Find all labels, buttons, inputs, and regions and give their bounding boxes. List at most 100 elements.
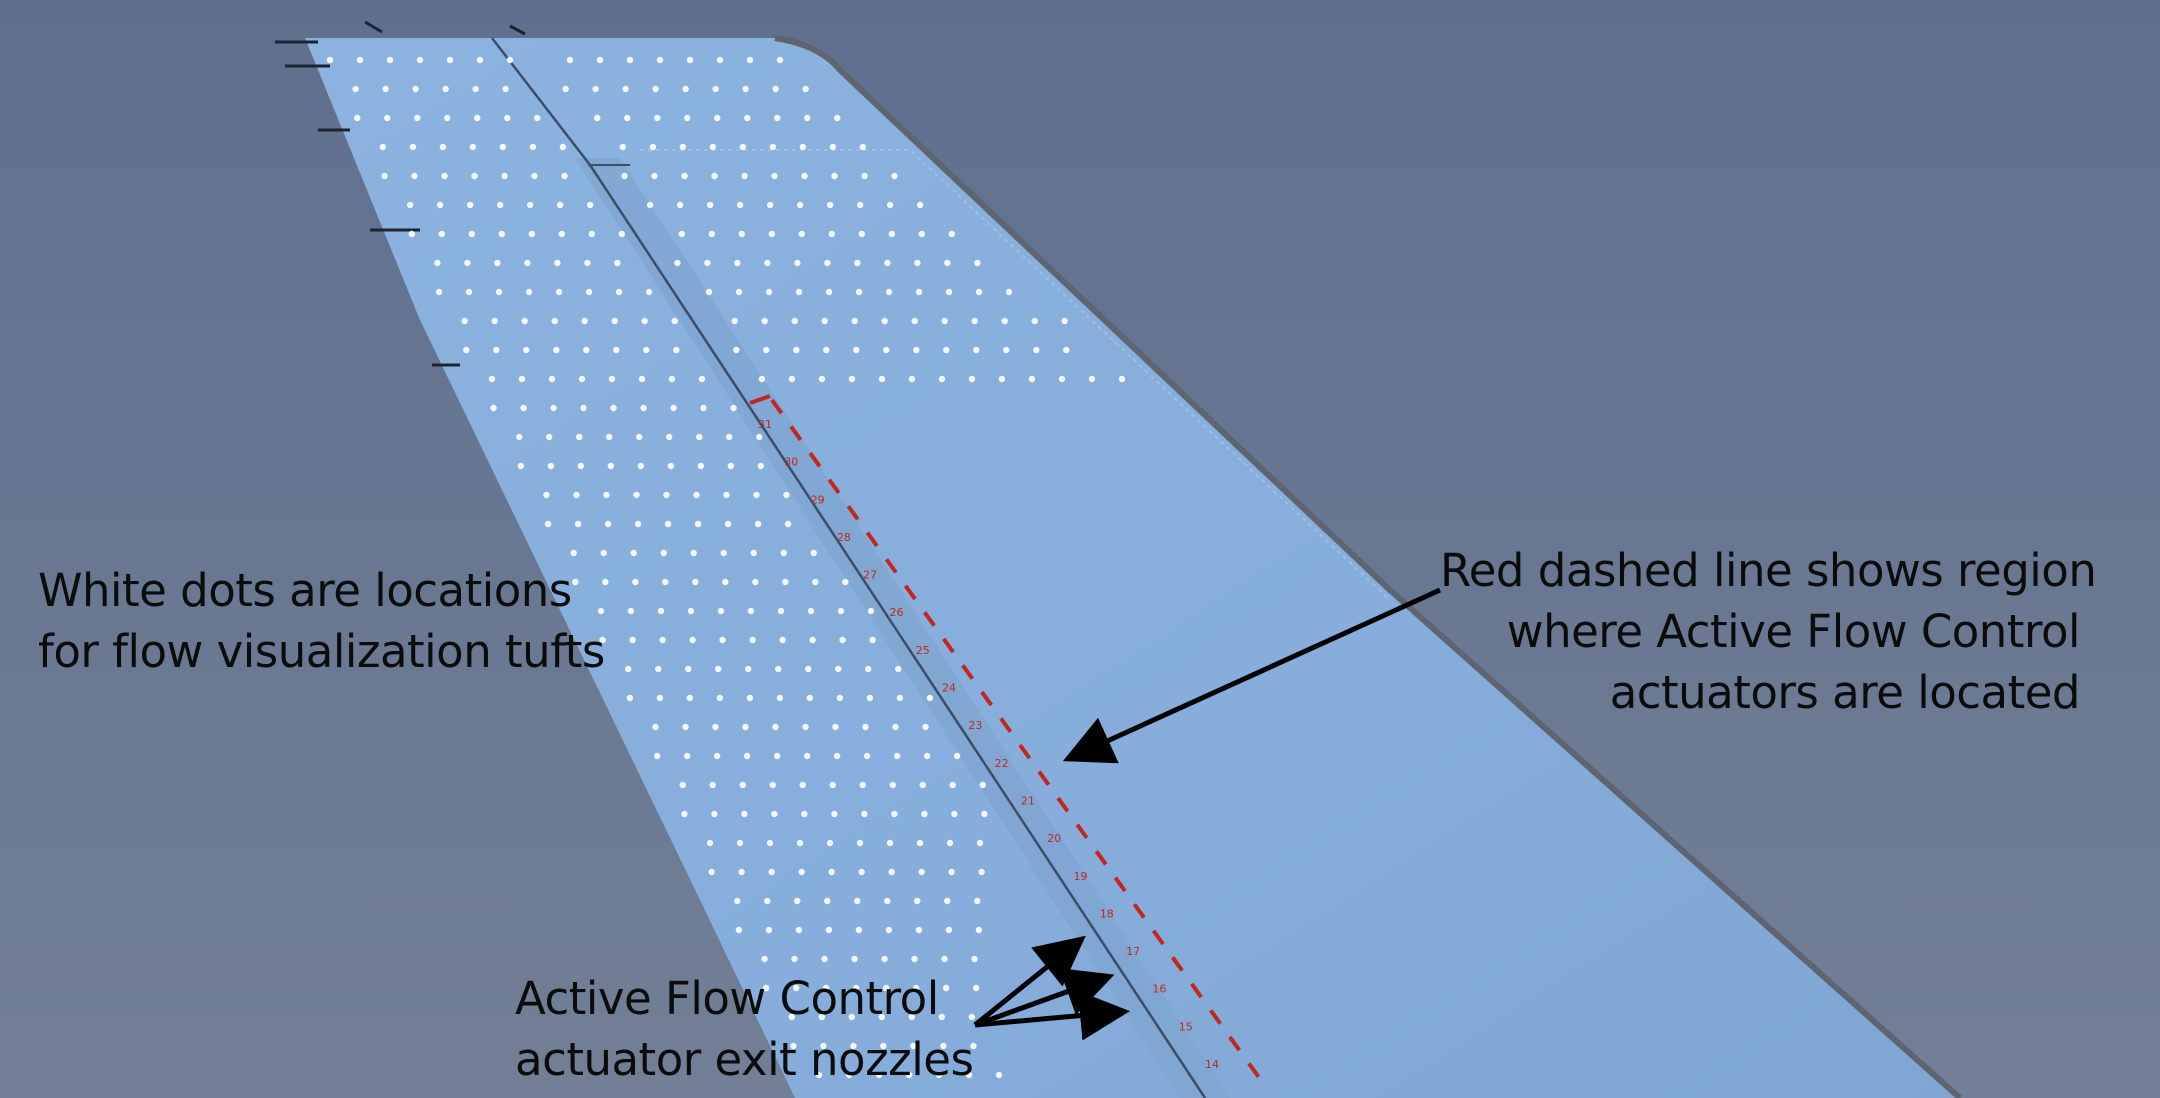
tuft-dot [832, 723, 839, 731]
tuft-dot [678, 230, 685, 238]
tuft-dot [607, 462, 615, 470]
tuft-dot [795, 926, 803, 934]
tuft-dot [1118, 375, 1126, 383]
tuft-dot [656, 694, 664, 702]
tuft-dot [713, 752, 721, 760]
tuft-dot [922, 723, 929, 731]
station-number: 30 [784, 456, 798, 469]
tuft-dot [915, 288, 923, 296]
tuft-dot [610, 404, 617, 412]
tuft-dot [698, 375, 706, 383]
tuft-dot [875, 1071, 883, 1079]
actuator-dash [770, 398, 784, 415]
tuft-dot [558, 230, 565, 238]
nozzles-caption: Active Flow Control actuator exit nozzle… [515, 968, 974, 1090]
tuft-dot [776, 56, 784, 64]
tuft-dot [942, 984, 950, 992]
tuft-dot [526, 201, 534, 209]
tuft-dot [825, 926, 833, 934]
tuft-dot [771, 810, 778, 818]
caption-line: for flow visualization tufts [38, 625, 605, 678]
tuft-dot [657, 607, 665, 615]
tuft-dot [693, 491, 700, 499]
tuft-dot [769, 781, 776, 789]
tuft-dot [799, 143, 807, 151]
actuator-dash [1151, 929, 1165, 946]
tuft-dot [880, 1042, 887, 1050]
tuft-dot [637, 462, 645, 470]
tuft-dot [881, 317, 888, 325]
tuft-dot [719, 636, 726, 644]
tuft-dot [998, 375, 1006, 383]
tuft-dot [493, 346, 500, 354]
actuator-dash [942, 637, 955, 654]
station-number: 15 [1179, 1020, 1193, 1033]
tuft-dot [412, 85, 419, 93]
tuft-dot [663, 491, 670, 499]
station-number: 17 [1126, 945, 1140, 958]
tuft-dot [465, 288, 473, 296]
tuft-dot [442, 85, 449, 93]
tuft-dot [791, 317, 798, 325]
tuft-dot [867, 607, 875, 615]
tuft-dot [736, 839, 744, 847]
tuft-dot [715, 665, 722, 673]
tuft-dot [704, 259, 711, 267]
tuft-dot [746, 694, 754, 702]
tuft-dot [946, 839, 954, 847]
actuator-dash [749, 394, 771, 405]
red-line-arrow [1062, 587, 1442, 764]
tuft-dot [502, 85, 509, 93]
tuft-dot [496, 201, 504, 209]
tuft-dot [938, 375, 946, 383]
white-dots-caption: White dots are locations for flow visual… [38, 560, 605, 682]
tuft-dot [654, 114, 661, 122]
tuft-dot [804, 114, 811, 122]
tuft-dot [772, 85, 779, 93]
tuft-dot [384, 114, 391, 122]
tuft-dot [754, 520, 762, 528]
tuft-dot [766, 201, 774, 209]
actuator-dash [1209, 1009, 1222, 1025]
tuft-dot [665, 433, 673, 441]
tuft-dot [409, 143, 417, 151]
tuft-dot [435, 288, 443, 296]
tuft-dot [635, 433, 643, 441]
tuft-dot [700, 404, 707, 412]
tuft-dot [603, 491, 610, 499]
tuft-dot [839, 636, 846, 644]
tuft-dot [638, 375, 646, 383]
tuft-dot [978, 868, 985, 876]
tuft-dot [646, 201, 654, 209]
tuft-dot [943, 346, 950, 354]
tuft-dot [953, 752, 961, 760]
tuft-dot [831, 172, 838, 180]
tuft-dot [945, 288, 953, 296]
tuft-dot [826, 839, 834, 847]
tuft-dot [711, 810, 718, 818]
tuft-dot [463, 346, 470, 354]
tuft-dot [444, 114, 451, 122]
tuft-dot [896, 694, 904, 702]
tuft-dot [411, 172, 418, 180]
tuft-dot [798, 868, 805, 876]
tuft-dot [916, 201, 924, 209]
tuft-dot [531, 172, 538, 180]
tuft-dot [801, 172, 808, 180]
actuator-dash [961, 664, 974, 680]
tuft-dot [592, 85, 599, 93]
tuft-dot [684, 114, 691, 122]
tuft-dot [673, 346, 680, 354]
tuft-dot [799, 781, 806, 789]
tuft-dot [670, 404, 677, 412]
tuft-dot [599, 636, 606, 644]
leading-edge [774, 35, 1962, 1098]
tuft-dot [970, 1042, 977, 1050]
tuft-dot [774, 114, 781, 122]
tuft-dot [858, 230, 865, 238]
tuft-dot [914, 259, 921, 267]
tuft-dot [908, 1013, 915, 1021]
tuft-dot [776, 694, 784, 702]
tuft-dot [472, 85, 479, 93]
tuft-dot [641, 317, 648, 325]
